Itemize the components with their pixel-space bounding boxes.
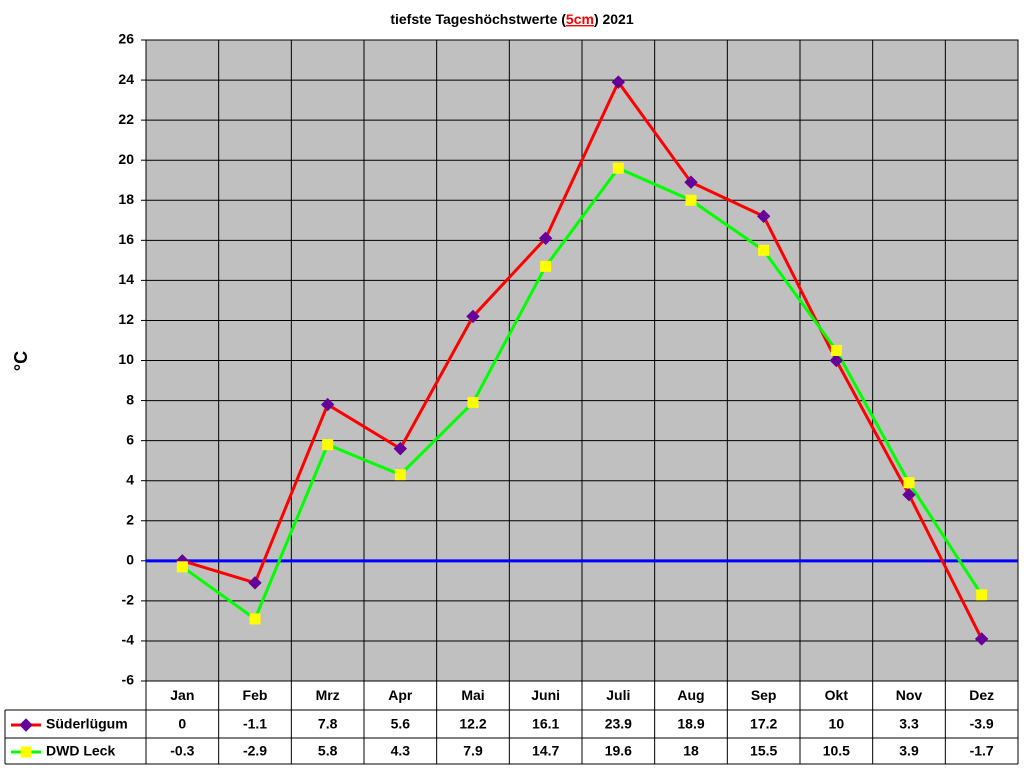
marker [829,353,844,368]
legend-marker [19,718,33,732]
marker [466,309,480,324]
marker [685,194,697,206]
table-value: 16.1 [532,716,559,732]
title-text: tiefste Tageshöchstwerte ( [390,11,566,27]
y-tick-label: -6 [122,672,135,688]
marker [903,477,915,489]
table-value: 7.9 [463,743,483,759]
x-tick-label: Feb [243,687,268,703]
y-tick-label: -4 [122,632,135,648]
marker [830,344,842,356]
y-tick-label: 4 [126,471,134,487]
y-tick-label: 26 [118,31,134,47]
y-tick-label: 6 [126,431,134,447]
marker [322,439,334,451]
table-value: 5.8 [318,743,338,759]
marker [976,589,988,601]
marker [467,397,479,409]
x-tick-label: Juli [606,687,630,703]
table-value: 10 [829,716,845,732]
marker [974,632,989,646]
table-value: 19.6 [605,743,632,759]
title-text: ) 2021 [594,11,634,27]
table-value: 17.2 [750,716,777,732]
y-tick-label: 14 [118,271,134,287]
x-tick-label: Mai [461,687,484,703]
y-tick-label: 22 [118,111,134,127]
x-tick-label: Sep [751,687,777,703]
y-tick-label: 8 [126,391,134,407]
y-tick-label: 2 [126,511,134,527]
table-value: 12.2 [459,716,486,732]
marker [540,260,552,272]
table-value: 3.9 [899,743,919,759]
y-tick-label: 0 [126,552,134,568]
x-tick-label: Dez [969,687,994,703]
marker [902,488,916,502]
marker [684,175,698,189]
y-axis-label: °C [11,351,31,371]
x-tick-label: Aug [677,687,704,703]
x-tick-label: Mrz [316,687,340,703]
y-tick-label: -2 [122,592,135,608]
table-value: 4.3 [391,743,411,759]
marker [320,397,335,412]
table-value: 15.5 [750,743,777,759]
y-tick-label: 24 [118,71,134,87]
chart-title: tiefste Tageshöchstwerte (5cm) 2021 [390,11,634,27]
table-value: -2.9 [243,743,267,759]
x-tick-label: Okt [825,687,849,703]
table-value: -0.3 [170,743,194,759]
marker [248,576,262,590]
x-tick-label: Apr [388,687,413,703]
x-tick-label: Nov [896,687,923,703]
table-value: -3.9 [970,716,994,732]
table-value: 23.9 [605,716,632,732]
marker [538,231,553,246]
legend-label: Süderlügum [46,716,128,732]
marker [249,613,261,625]
marker [756,209,771,223]
title-highlight: 5cm [566,11,594,27]
marker [612,162,624,174]
table-value: 14.7 [532,743,559,759]
table-value: 18 [683,743,699,759]
table-value: 10.5 [823,743,850,759]
series-line [181,166,983,622]
x-tick-label: Juni [531,687,560,703]
marker [176,561,188,573]
marker [394,469,406,481]
y-tick-label: 18 [118,191,134,207]
table-value: 7.8 [318,716,338,732]
y-tick-label: 20 [118,151,134,167]
y-tick-label: 12 [118,311,134,327]
table-value: 5.6 [391,716,411,732]
table-value: -1.1 [243,716,267,732]
legend-marker [20,746,32,758]
table-value: 0 [178,716,186,732]
table-value: 18.9 [677,716,704,732]
legend-label: DWD Leck [46,743,115,759]
y-tick-label: 16 [118,231,134,247]
marker [758,244,770,256]
table-value: -1.7 [970,743,994,759]
marker [611,75,626,89]
table-value: 3.3 [899,716,919,732]
y-tick-label: 10 [118,351,134,367]
series-line [181,79,984,640]
x-tick-label: Jan [170,687,194,703]
marker [393,441,408,456]
